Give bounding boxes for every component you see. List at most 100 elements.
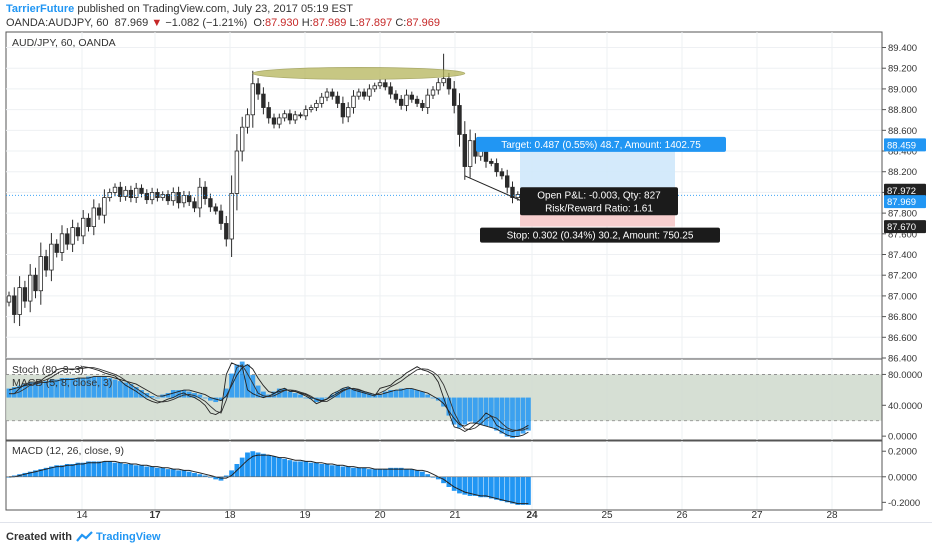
candle-body — [33, 274, 38, 292]
macd-bar — [462, 476, 468, 495]
candle-body — [6, 295, 12, 303]
candle-body — [441, 78, 446, 84]
macd-y-tick-label: -0.2000 — [888, 498, 920, 509]
macd58-bar — [478, 397, 484, 425]
macd-bar — [324, 464, 330, 477]
candle-body — [22, 287, 28, 302]
candle-body — [367, 88, 372, 97]
macd-bar — [446, 476, 452, 487]
candle-body — [494, 163, 499, 173]
macd58-bar — [303, 397, 309, 399]
macd-bar — [515, 476, 521, 505]
pnl-label[interactable]: Open P&L: -0.003, Qty: 827 Risk/Reward Ra… — [520, 187, 678, 216]
candle-body — [144, 193, 149, 201]
candle-body — [414, 98, 420, 104]
candle — [282, 110, 287, 122]
candle-body — [197, 186, 202, 209]
macd-bar — [335, 465, 340, 477]
candle-body — [234, 150, 240, 194]
pattern-ellipse[interactable] — [252, 66, 466, 80]
candle-body — [388, 86, 393, 95]
macd-bar — [483, 476, 489, 498]
candle-body — [398, 98, 404, 106]
macd58-bar — [197, 394, 203, 398]
candle — [372, 82, 377, 93]
candle-body — [510, 186, 515, 198]
macd-bar — [435, 476, 441, 480]
x-tick-label: 21 — [449, 510, 461, 521]
candle-body — [96, 207, 102, 216]
macd58-bar — [282, 388, 287, 398]
candle — [102, 189, 107, 224]
footer: Created with TradingView — [0, 522, 932, 551]
macd58-bar — [393, 390, 399, 398]
macd58-bar — [70, 378, 75, 398]
macd58-bar — [38, 382, 44, 398]
last-price: 87.969 — [114, 17, 149, 29]
stoch-y-tick-label: 0.0000 — [888, 432, 917, 443]
macd-bar — [202, 475, 208, 477]
trendline[interactable] — [464, 175, 527, 204]
candle-body — [128, 189, 134, 198]
macd58-bar — [176, 390, 181, 398]
author-link[interactable]: TarrierFuture — [6, 3, 75, 15]
macd-bar — [367, 469, 372, 477]
y-tick-label: 87.800 — [888, 209, 917, 220]
macd-bar — [139, 465, 144, 477]
macd58-bar — [102, 376, 107, 398]
candle-body — [314, 103, 319, 108]
macd58-bar — [441, 397, 446, 407]
stop-label[interactable]: Stop: 0.302 (0.34%) 30.2, Amount: 750.25 — [480, 227, 720, 243]
macd-bar — [361, 467, 367, 477]
candle-body — [436, 82, 441, 91]
tradingview-brand-link[interactable]: TradingView — [96, 531, 161, 543]
macd-bar — [186, 471, 192, 477]
macd58-bar — [425, 394, 431, 398]
candle-body — [165, 194, 171, 202]
x-tick-label: 14 — [76, 510, 88, 521]
x-tick-label: 24 — [526, 510, 538, 521]
macd58-bar — [409, 388, 415, 398]
macd-bar — [250, 451, 256, 477]
candle — [12, 287, 17, 324]
macd58-bar — [298, 394, 303, 398]
candle — [149, 187, 155, 205]
macd-y-tick-label: 0.2000 — [888, 447, 917, 458]
macd58-bar — [351, 388, 356, 398]
macd58-bar — [64, 378, 70, 398]
y-tick-label: 87.000 — [888, 291, 917, 302]
profit-zone[interactable] — [520, 144, 675, 196]
macd-bar — [165, 469, 171, 477]
target-label[interactable]: Target: 0.487 (0.55%) 48.7, Amount: 1402… — [476, 136, 726, 152]
macd58-bar — [451, 397, 457, 425]
macd58-bar — [404, 388, 409, 398]
candle-body — [17, 287, 22, 315]
candle — [234, 134, 240, 211]
macd-bar — [117, 462, 123, 477]
y-tick-label: 87.200 — [888, 271, 917, 282]
macd-bar — [80, 462, 86, 477]
x-tick-label: 26 — [676, 510, 688, 521]
macd58-bar — [319, 397, 325, 401]
macd-bar — [520, 476, 526, 505]
change-arrow-icon: ▼ — [151, 17, 163, 29]
macd58-bar — [54, 379, 60, 398]
macd58-bar — [96, 376, 102, 398]
stoch-k-line — [9, 362, 529, 433]
candle — [229, 175, 234, 257]
macd-bar — [292, 461, 298, 477]
macd58-bar — [504, 397, 510, 437]
candle-body — [499, 171, 505, 177]
macd58-bar — [483, 397, 489, 427]
price-mark: 87.969 — [884, 195, 926, 209]
candle — [489, 158, 494, 167]
chart-svg[interactable]: 14 17 18 19 20 21 24 25 26 27 28 89.400 89.200 89.000… — [0, 0, 932, 522]
price-pane-title: AUD/JPY, 60, OANDA — [12, 37, 116, 49]
candle — [298, 112, 303, 119]
price-mark-text: 88.459 — [887, 140, 916, 151]
macd58-signal-line — [8, 364, 529, 438]
candle — [33, 267, 38, 299]
candle — [165, 190, 171, 205]
macd58-bar — [308, 397, 314, 400]
macd58-bar — [112, 379, 118, 398]
